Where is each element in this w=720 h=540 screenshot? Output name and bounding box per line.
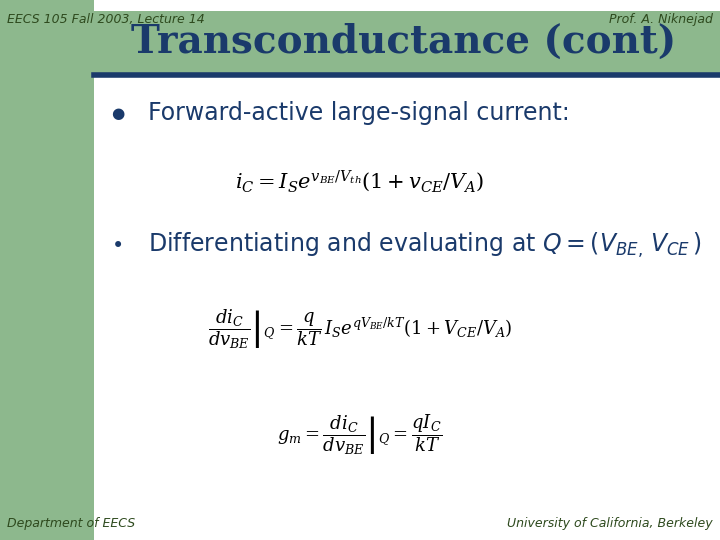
Text: Department of EECS: Department of EECS <box>7 517 135 530</box>
Text: $\left.\dfrac{di_C}{dv_{BE}}\right|_Q = \dfrac{q}{kT}\, I_S e^{qV_{BE}/kT}(1+V_{: $\left.\dfrac{di_C}{dv_{BE}}\right|_Q = … <box>208 308 512 351</box>
Text: Prof. A. Niknejad: Prof. A. Niknejad <box>609 14 713 26</box>
FancyBboxPatch shape <box>0 0 94 540</box>
Text: •: • <box>112 235 124 256</box>
Text: University of California, Berkeley: University of California, Berkeley <box>507 517 713 530</box>
Text: $i_C = I_S e^{v_{BE}/V_{th}} (1 + v_{CE}/V_A)$: $i_C = I_S e^{v_{BE}/V_{th}} (1 + v_{CE}… <box>235 168 485 194</box>
Text: $g_m = \left.\dfrac{di_C}{dv_{BE}}\right|_Q = \dfrac{qI_C}{kT}$: $g_m = \left.\dfrac{di_C}{dv_{BE}}\right… <box>277 413 443 457</box>
Text: Differentiating and evaluating at $Q = (V_{BE,}\, V_{CE}\,)$: Differentiating and evaluating at $Q = (… <box>148 231 701 260</box>
FancyBboxPatch shape <box>94 11 720 73</box>
Text: Forward-active large-signal current:: Forward-active large-signal current: <box>148 102 570 125</box>
Text: ●: ● <box>112 106 125 121</box>
Text: EECS 105 Fall 2003, Lecture 14: EECS 105 Fall 2003, Lecture 14 <box>7 14 205 26</box>
Text: Transconductance (cont): Transconductance (cont) <box>130 23 676 60</box>
